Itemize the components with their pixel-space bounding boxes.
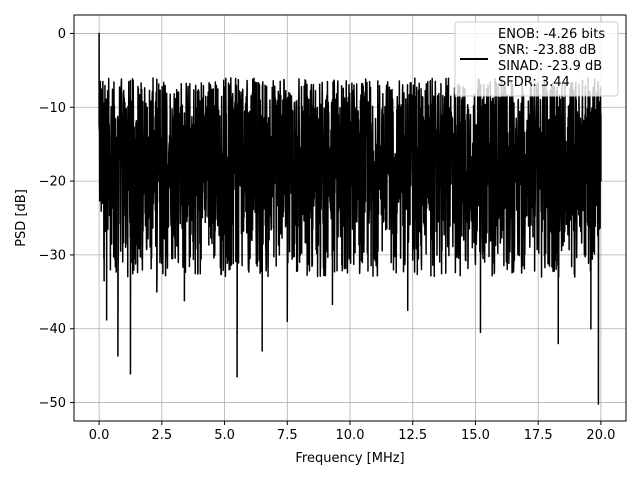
x-tick-label: 10.0 <box>336 428 365 443</box>
legend-box <box>454 21 619 97</box>
psd-data-point <box>407 309 409 311</box>
legend-entry-snr: SNR: -23.88 dB <box>498 43 596 58</box>
x-axis-label: Frequency [MHz] <box>295 451 404 466</box>
psd-data-point <box>590 328 592 330</box>
y-tick-label: −30 <box>39 248 66 263</box>
psd-data-point <box>331 303 334 305</box>
y-axis: 0 −10 −20 −30 −40 −50 <box>39 27 74 411</box>
x-tick-label: 12.5 <box>398 428 427 443</box>
x-tick-label: 2.5 <box>151 428 172 443</box>
psd-data-point <box>113 217 115 219</box>
psd-data-point <box>129 373 132 375</box>
series-layer <box>98 32 602 405</box>
x-tick-label: 7.5 <box>277 428 298 443</box>
psd-data-point <box>597 403 600 405</box>
y-tick-label: −40 <box>39 322 66 337</box>
x-tick-label: 20.0 <box>586 428 615 443</box>
y-axis-label: PSD [dB] <box>14 189 29 247</box>
psd-data-point <box>286 320 288 322</box>
psd-data-point <box>103 280 105 282</box>
y-tick-label: 0 <box>58 27 66 42</box>
psd-data-point <box>261 350 263 352</box>
psd-data-point <box>106 319 108 321</box>
y-tick-label: −20 <box>39 175 66 190</box>
y-tick-label: −10 <box>39 101 66 116</box>
x-tick-label: 0.0 <box>89 428 110 443</box>
psd-data-point <box>600 180 602 182</box>
legend-entry-sinad: SINAD: -23.9 dB <box>498 59 602 74</box>
psd-data-point <box>479 331 482 334</box>
psd-data-point <box>156 291 158 293</box>
legend-entry-enob: ENOB: -4.26 bits <box>498 27 605 42</box>
y-tick-label: −50 <box>39 396 66 411</box>
psd-data-point <box>101 187 103 190</box>
x-tick-label: 5.0 <box>214 428 235 443</box>
psd-data-point <box>109 269 111 271</box>
psd-data-point <box>557 342 559 345</box>
psd-series-line <box>98 32 602 405</box>
psd-data-point <box>183 300 185 302</box>
x-tick-label: 15.0 <box>461 428 490 443</box>
x-tick-label: 17.5 <box>524 428 553 443</box>
x-axis: 0.0 2.5 5.0 7.5 10.0 12.5 15.0 17.5 20.0 <box>89 421 615 443</box>
psd-data-point <box>99 80 101 83</box>
legend: ENOB: -4.26 bits SNR: -23.88 dB SINAD: -… <box>454 21 619 97</box>
psd-data-point <box>117 355 119 357</box>
plot-area <box>98 32 602 405</box>
psd-data-point <box>98 32 100 35</box>
legend-entry-sfdr: SFDR: 3.44 <box>498 75 570 90</box>
psd-data-point <box>236 376 238 378</box>
